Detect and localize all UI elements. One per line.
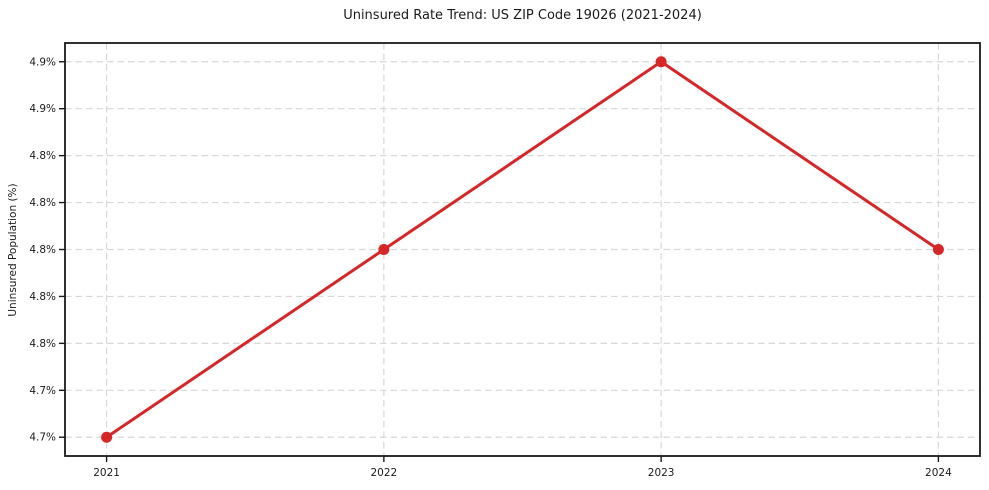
y-tick-label-3: 4.8% (29, 291, 56, 303)
x-tick-label-0: 2021 (93, 467, 120, 479)
x-tick-label-2: 2023 (648, 467, 675, 479)
y-tick-label-0: 4.7% (29, 432, 56, 444)
x-tick-label-3: 2024 (925, 467, 952, 479)
trend-line (105, 60, 940, 439)
data-point-2023 (655, 56, 667, 68)
y-tick-label-2: 4.8% (29, 338, 56, 350)
chart-title: Uninsured Rate Trend: US ZIP Code 19026 … (343, 8, 702, 23)
data-point-2021 (101, 431, 113, 443)
y-tick-label-1: 4.7% (29, 385, 56, 397)
data-point-2022 (378, 244, 390, 255)
y-tick-label-8: 4.9% (29, 56, 56, 68)
y-tick-label-7: 4.9% (29, 103, 56, 115)
data-point-2024 (932, 244, 944, 255)
y-tick-label-4: 4.8% (29, 244, 56, 256)
y-tick-label-6: 4.8% (29, 150, 56, 162)
x-tick-label-1: 2022 (370, 467, 397, 479)
y-tick-label-5: 4.8% (29, 197, 56, 209)
